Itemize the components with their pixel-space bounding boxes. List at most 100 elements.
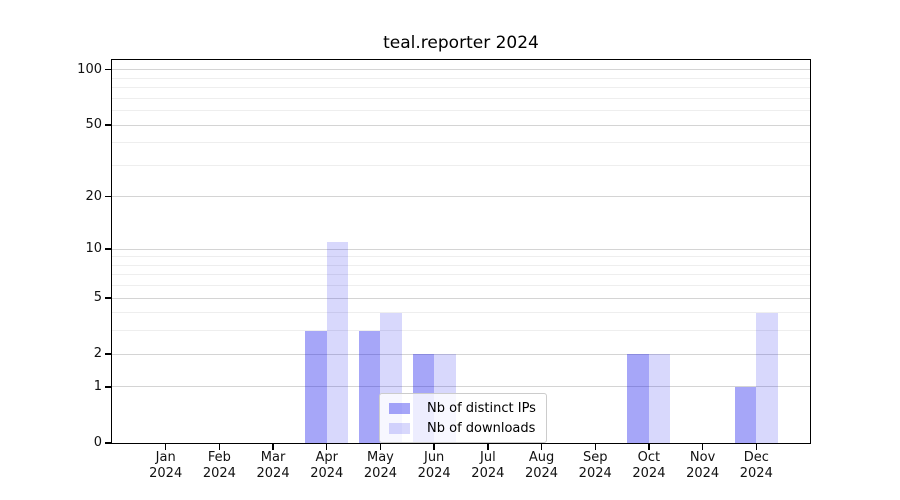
gridline-minor <box>112 274 810 276</box>
legend-item-downloads: Nb of downloads <box>389 418 537 438</box>
x-tick-label-aug: Aug 2024 <box>510 450 574 481</box>
x-tick-year: 2024 <box>202 465 236 481</box>
x-tick-label-sep: Sep 2024 <box>563 450 627 481</box>
bar-distinct-ips-oct <box>627 354 649 443</box>
x-tick-year: 2024 <box>686 465 720 481</box>
gridline-minor <box>112 110 810 112</box>
x-tick-month: Aug <box>528 450 555 465</box>
x-tick-label-nov: Nov 2024 <box>671 450 735 481</box>
gridline-minor <box>112 97 810 99</box>
x-tick-mark <box>272 444 274 450</box>
x-tick-year: 2024 <box>310 465 344 481</box>
x-tick-month: Oct <box>637 450 661 465</box>
gridline-minor <box>112 264 810 266</box>
gridline-major <box>112 69 810 71</box>
gridline-minor <box>112 142 810 144</box>
bar-downloads-dec <box>756 312 778 443</box>
x-tick-month: May <box>367 450 394 465</box>
x-tick-label-jan: Jan 2024 <box>134 450 198 481</box>
gridline-major <box>112 196 810 198</box>
x-tick-label-apr: Apr 2024 <box>295 450 359 481</box>
y-tick-label: 0 <box>93 435 102 450</box>
x-tick-label-may: May 2024 <box>348 450 412 481</box>
bar-distinct-ips-may <box>358 330 381 443</box>
x-tick-label-feb: Feb 2024 <box>187 450 251 481</box>
gridline-minor <box>112 312 810 314</box>
x-tick-year: 2024 <box>363 465 397 481</box>
y-tick-mark <box>105 297 112 299</box>
y-tick-mark <box>105 248 112 250</box>
gridline-minor <box>112 256 810 258</box>
gridline-major <box>112 124 810 126</box>
gridline-major <box>112 248 810 250</box>
x-tick-month: Sep <box>582 450 608 465</box>
x-tick-year: 2024 <box>739 465 773 481</box>
x-tick-label-mar: Mar 2024 <box>241 450 305 481</box>
x-tick-month: Apr <box>315 450 339 465</box>
y-tick-mark <box>105 386 112 388</box>
y-tick-mark <box>105 442 112 444</box>
legend-item-distinct-ips: Nb of distinct IPs <box>389 398 537 418</box>
x-tick-mark <box>755 444 757 450</box>
x-tick-year: 2024 <box>417 465 451 481</box>
gridline-minor <box>112 87 810 89</box>
x-tick-mark <box>164 444 167 450</box>
x-tick-month: Mar <box>260 450 286 465</box>
x-tick-mark <box>379 444 382 450</box>
y-tick-mark <box>105 69 112 71</box>
x-tick-mark <box>594 444 596 450</box>
gridline-minor <box>112 77 810 79</box>
x-tick-month: Nov <box>689 450 716 465</box>
x-tick-year: 2024 <box>471 465 505 481</box>
x-tick-mark <box>326 444 328 450</box>
x-tick-year: 2024 <box>149 465 183 481</box>
gridline-major <box>112 353 810 355</box>
x-tick-month: Jun <box>423 450 445 465</box>
x-tick-label-oct: Oct 2024 <box>617 450 681 481</box>
chart-title: teal.reporter 2024 <box>383 33 539 53</box>
bar-distinct-ips-apr <box>305 330 327 443</box>
y-tick-label: 100 <box>77 61 102 77</box>
gridline-minor <box>112 164 810 166</box>
x-tick-mark <box>648 444 650 450</box>
plot-area: Nb of distinct IPs Nb of downloads <box>111 59 811 444</box>
legend-swatch-downloads <box>389 422 410 434</box>
x-tick-month: Jan <box>155 450 176 465</box>
legend: Nb of distinct IPs Nb of downloads <box>379 393 547 443</box>
bar-distinct-ips-dec <box>734 386 757 443</box>
y-tick-label: 5 <box>93 290 102 306</box>
x-tick-year: 2024 <box>578 465 612 481</box>
x-tick-month: Feb <box>207 450 231 465</box>
bar-downloads-apr <box>326 242 349 443</box>
x-tick-mark <box>433 444 435 450</box>
x-tick-mark <box>218 444 221 450</box>
x-tick-month: Jul <box>480 450 496 465</box>
x-tick-label-dec: Dec 2024 <box>724 450 788 481</box>
legend-swatch-distinct-ips <box>389 402 410 414</box>
gridline-minor <box>112 285 810 287</box>
x-tick-label-jul: Jul 2024 <box>456 450 520 481</box>
y-tick-label: 1 <box>93 378 102 394</box>
legend-label-distinct-ips: Nb of distinct IPs <box>427 400 536 416</box>
y-tick-mark <box>105 124 112 126</box>
x-tick-mark <box>540 444 543 450</box>
bar-downloads-oct <box>648 354 671 443</box>
x-tick-label-jun: Jun 2024 <box>402 450 466 481</box>
x-tick-year: 2024 <box>256 465 290 481</box>
y-tick-label: 20 <box>85 188 102 204</box>
y-tick-label: 10 <box>85 241 102 257</box>
x-tick-mark <box>487 444 489 450</box>
y-tick-mark <box>105 196 112 198</box>
x-tick-mark <box>701 444 704 450</box>
x-tick-year: 2024 <box>524 465 559 481</box>
y-tick-label: 2 <box>93 346 102 362</box>
gridline-major <box>112 386 810 388</box>
gridline-major <box>112 297 810 299</box>
x-tick-month: Dec <box>743 450 769 465</box>
x-tick-year: 2024 <box>632 465 666 481</box>
y-tick-mark <box>105 353 112 355</box>
legend-label-downloads: Nb of downloads <box>427 420 536 436</box>
gridline-minor <box>112 330 810 332</box>
y-tick-label: 50 <box>85 117 102 133</box>
